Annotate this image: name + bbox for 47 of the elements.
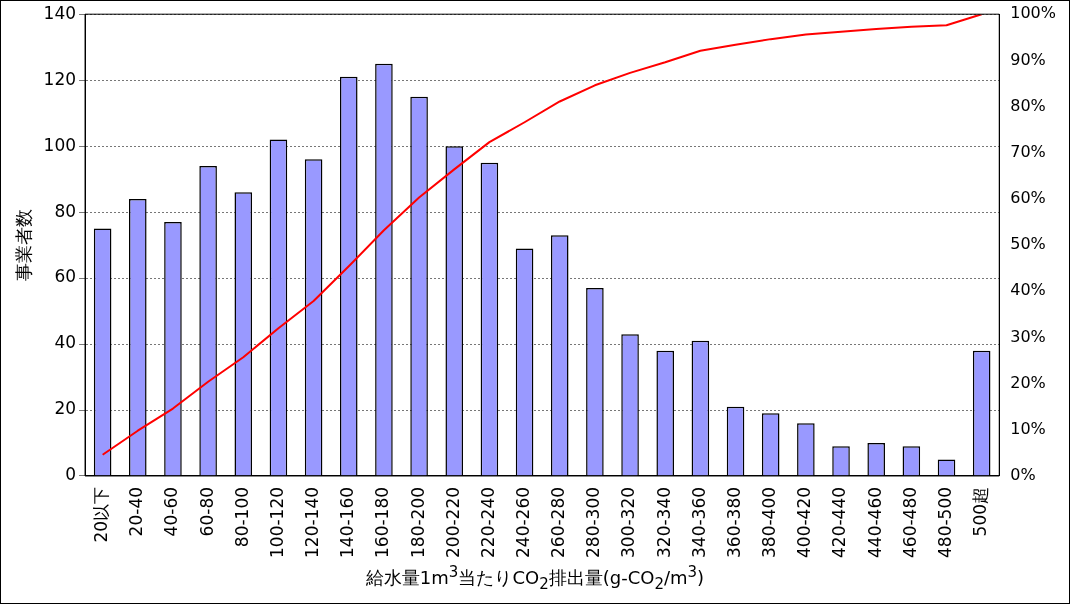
y2-tick-label: 30%	[1010, 326, 1046, 346]
x-tick-label: 60-80	[196, 486, 217, 537]
x-tick-label: 140-160	[337, 486, 358, 558]
y2-tick-label: 50%	[1010, 234, 1046, 254]
x-tick-label: 200-220	[442, 486, 463, 558]
y-tick-label: 120	[43, 68, 77, 89]
x-tick-label: 280-300	[583, 486, 604, 558]
y2-tick-label: 40%	[1010, 280, 1046, 300]
x-tick-label: 120-140	[302, 486, 323, 558]
x-tick-label: 20以下	[91, 486, 112, 543]
y-tick-label: 80	[54, 200, 77, 221]
y2-tick-label: 100%	[1010, 3, 1057, 23]
y-axis-title: 事業者数	[13, 209, 35, 282]
x-tick-label: 360-380	[723, 486, 744, 558]
x-tick-label: 480-500	[934, 486, 955, 558]
text: 給水量1m$^{3}$当たりCO$_{2}$排出量(g-CO$_{2}$/m$^{3}$)	[365, 563, 705, 593]
y-tick-label: 60	[54, 266, 77, 287]
y2-tick-label: 20%	[1010, 372, 1046, 392]
x-tick-label: 320-340	[653, 486, 674, 558]
x-tick-label: 80-100	[231, 486, 252, 548]
y2-tick-label: 70%	[1010, 141, 1046, 161]
x-tick-label: 420-440	[829, 486, 850, 558]
x-tick-label: 40-60	[161, 486, 182, 537]
y-tick-label: 0	[65, 464, 77, 485]
y2-tick-label: 80%	[1010, 95, 1046, 115]
y2-tick-label: 0%	[1010, 465, 1036, 485]
y-tick-label: 140	[43, 2, 77, 23]
x-tick-label: 180-200	[407, 486, 428, 558]
x-tick-label: 340-360	[688, 486, 709, 558]
y-tick-label: 40	[54, 332, 77, 353]
x-tick-label: 460-480	[899, 486, 920, 558]
y2-tick-label: 90%	[1010, 49, 1046, 69]
x-tick-label: 100-120	[266, 486, 287, 558]
x-tick-label: 400-420	[794, 486, 815, 558]
x-tick-label: 300-320	[618, 486, 639, 558]
x-tick-label: 500超	[970, 486, 991, 537]
y-tick-label: 100	[43, 134, 77, 155]
y2-tick-label: 10%	[1010, 418, 1046, 438]
x-tick-label: 440-460	[864, 486, 885, 558]
x-tick-label: 260-280	[548, 486, 569, 558]
y-tick-label: 20	[54, 398, 77, 419]
x-tick-label: 20-40	[126, 486, 147, 537]
x-tick-label: 160-180	[372, 486, 393, 558]
x-tick-label: 220-240	[477, 486, 498, 558]
x-tick-label: 240-260	[512, 486, 533, 558]
y2-tick-label: 60%	[1010, 188, 1046, 208]
x-tick-label: 380-400	[759, 486, 780, 558]
